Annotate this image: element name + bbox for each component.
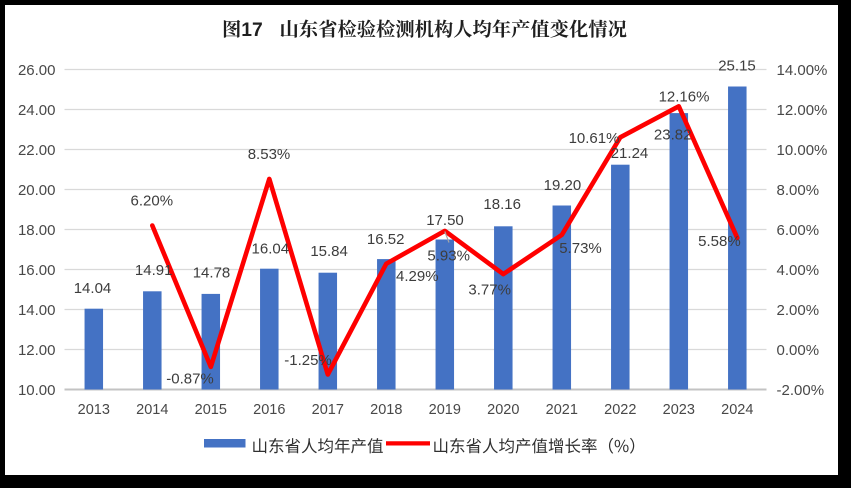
svg-text:24.00: 24.00 bbox=[18, 102, 56, 119]
svg-text:21.24: 21.24 bbox=[611, 145, 649, 162]
svg-text:14.91: 14.91 bbox=[135, 262, 173, 279]
svg-text:17.50: 17.50 bbox=[426, 212, 464, 229]
svg-text:16.04: 16.04 bbox=[252, 240, 290, 257]
svg-text:5.93%: 5.93% bbox=[427, 247, 470, 264]
svg-text:2022: 2022 bbox=[604, 402, 636, 418]
svg-text:14.78: 14.78 bbox=[193, 265, 231, 282]
svg-text:20.00: 20.00 bbox=[18, 182, 56, 199]
svg-text:10.00: 10.00 bbox=[18, 382, 56, 399]
svg-text:6.00%: 6.00% bbox=[777, 222, 820, 239]
svg-text:18.16: 18.16 bbox=[483, 196, 521, 213]
svg-text:14.00: 14.00 bbox=[18, 302, 56, 319]
svg-text:26.00: 26.00 bbox=[18, 62, 56, 79]
svg-text:16.00: 16.00 bbox=[18, 262, 56, 279]
svg-text:6.20%: 6.20% bbox=[131, 192, 174, 209]
svg-text:10.00%: 10.00% bbox=[777, 142, 828, 159]
svg-text:2019: 2019 bbox=[429, 402, 461, 418]
svg-text:14.00%: 14.00% bbox=[777, 62, 828, 79]
svg-text:2015: 2015 bbox=[195, 402, 227, 418]
svg-text:2017: 2017 bbox=[312, 402, 344, 418]
svg-text:14.04: 14.04 bbox=[74, 280, 112, 297]
svg-text:-0.87%: -0.87% bbox=[166, 370, 214, 387]
svg-text:2023: 2023 bbox=[663, 402, 695, 418]
svg-text:0.00%: 0.00% bbox=[777, 342, 820, 359]
svg-text:3.77%: 3.77% bbox=[468, 282, 511, 299]
svg-text:12.16%: 12.16% bbox=[659, 88, 710, 105]
svg-text:2.00%: 2.00% bbox=[777, 302, 820, 319]
svg-text:2018: 2018 bbox=[370, 402, 402, 418]
svg-text:12.00: 12.00 bbox=[18, 342, 56, 359]
svg-text:22.00: 22.00 bbox=[18, 142, 56, 159]
svg-text:-2.00%: -2.00% bbox=[777, 382, 825, 399]
svg-text:18.00: 18.00 bbox=[18, 222, 56, 239]
svg-text:2013: 2013 bbox=[78, 402, 110, 418]
svg-text:8.53%: 8.53% bbox=[248, 146, 291, 163]
svg-text:12.00%: 12.00% bbox=[777, 102, 828, 119]
svg-text:25.15: 25.15 bbox=[718, 58, 756, 75]
svg-text:8.00%: 8.00% bbox=[777, 182, 820, 199]
svg-text:2014: 2014 bbox=[136, 402, 168, 418]
svg-text:4.00%: 4.00% bbox=[777, 262, 820, 279]
svg-text:5.58%: 5.58% bbox=[698, 233, 741, 250]
svg-text:2016: 2016 bbox=[253, 402, 285, 418]
svg-text:10.61%: 10.61% bbox=[569, 130, 620, 147]
svg-text:-1.25%: -1.25% bbox=[284, 352, 332, 369]
svg-text:19.20: 19.20 bbox=[544, 177, 582, 194]
svg-text:2021: 2021 bbox=[546, 402, 578, 418]
svg-text:2020: 2020 bbox=[487, 402, 519, 418]
svg-text:23.82: 23.82 bbox=[654, 127, 692, 144]
svg-text:17: 17 bbox=[241, 20, 262, 41]
svg-text:2024: 2024 bbox=[721, 402, 753, 418]
svg-text:5.73%: 5.73% bbox=[559, 240, 602, 257]
svg-text:15.84: 15.84 bbox=[310, 243, 348, 260]
svg-text:16.52: 16.52 bbox=[367, 231, 405, 248]
svg-text:4.29%: 4.29% bbox=[396, 268, 439, 285]
